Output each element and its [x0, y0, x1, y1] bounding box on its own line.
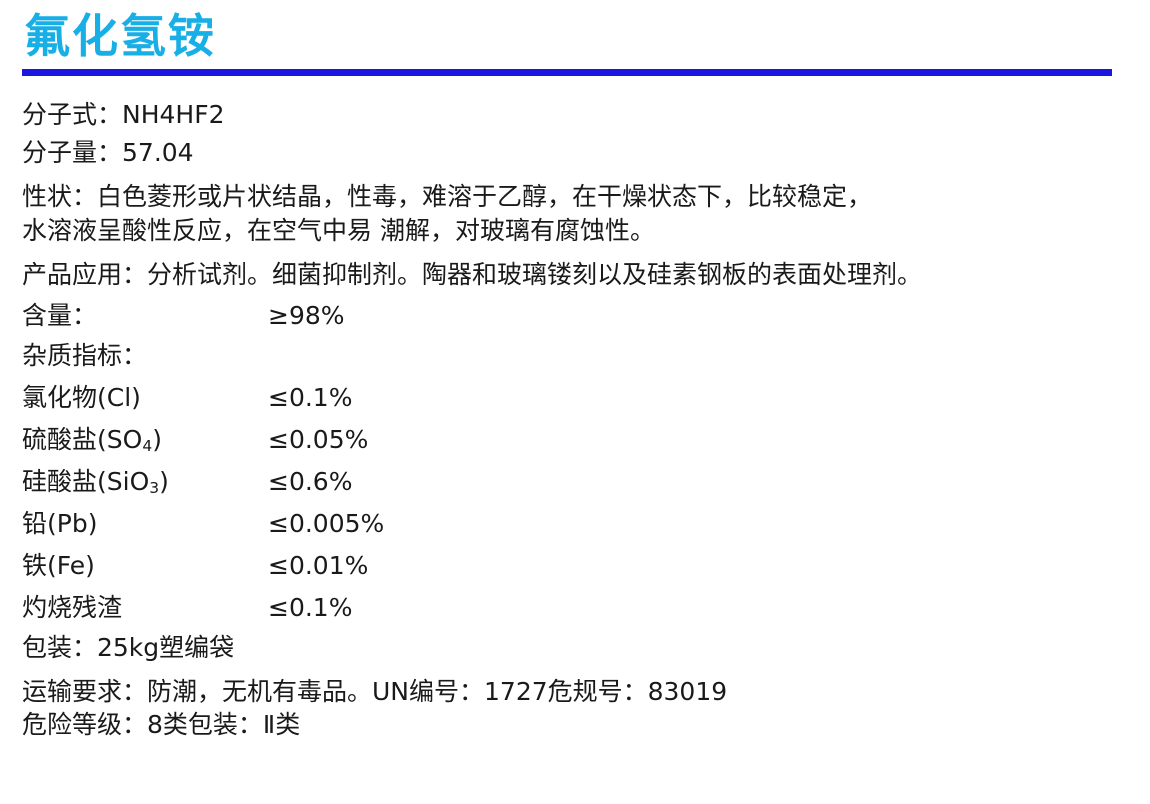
table-row: 氯化物(Cl) ≤0.1%	[22, 368, 1130, 410]
table-row: 铁(Fe) ≤0.01%	[22, 536, 1130, 578]
molecular-formula-value: NH4HF2	[122, 100, 225, 130]
assay-row: 含量： ≥98%	[22, 287, 1130, 328]
assay-value: ≥98%	[268, 300, 345, 330]
spec-body: 分子式：NH4HF2 分子量：57.04 性状：白色菱形或片状结晶，性毒，难溶于…	[22, 89, 1130, 737]
description-paragraph: 性状：白色菱形或片状结晶，性毒，难溶于乙醇，在干燥状态下，比较稳定， 水溶液呈酸…	[22, 165, 1130, 247]
impurity-name: 灼烧残渣	[22, 592, 123, 622]
impurity-name-subscript: 4	[142, 437, 153, 456]
impurities-heading: 杂质指标：	[22, 340, 148, 370]
description-line-2: 水溶液呈酸性反应，在空气中易 潮解，对玻璃有腐蚀性。	[22, 215, 655, 245]
impurity-value: ≤0.1%	[268, 592, 353, 622]
table-row: 硫酸盐(SO4) ≤0.05%	[22, 410, 1130, 456]
molecular-weight-label: 分子量：	[22, 138, 123, 168]
impurity-name-tail: )	[152, 424, 162, 454]
impurity-name: 铁(Fe)	[22, 550, 95, 580]
molecular-formula-line: 分子式：NH4HF2	[22, 89, 1130, 127]
impurity-value: ≤0.6%	[268, 466, 353, 496]
impurity-name-tail: )	[159, 466, 169, 496]
impurity-name-base: 硅酸盐(SiO	[22, 466, 150, 496]
description-line-1: 性状：白色菱形或片状结晶，性毒，难溶于乙醇，在干燥状态下，比较稳定，	[22, 182, 873, 212]
table-row: 灼烧残渣 ≤0.1%	[22, 578, 1130, 620]
impurity-name: 氯化物(Cl)	[22, 382, 141, 412]
impurity-name: 铅(Pb)	[22, 508, 98, 538]
molecular-weight-line: 分子量：57.04	[22, 127, 1130, 165]
transport-line: 运输要求：防潮，无机有毒品。UN编号：1727危规号：83019	[22, 676, 728, 706]
impurity-name: 硅酸盐(SiO3)	[22, 466, 268, 498]
molecular-weight-value: 57.04	[122, 138, 194, 168]
impurity-value: ≤0.05%	[268, 424, 369, 454]
table-row: 硅酸盐(SiO3) ≤0.6%	[22, 452, 1130, 498]
impurity-value: ≤0.005%	[268, 508, 385, 538]
impurity-value: ≤0.01%	[268, 550, 369, 580]
table-row: 铅(Pb) ≤0.005%	[22, 494, 1130, 536]
title-divider	[22, 69, 1112, 77]
impurity-value: ≤0.1%	[268, 382, 353, 412]
page-title: 氟化氢铵	[24, 9, 216, 63]
application-line: 产品应用：分析试剂。细菌抑制剂。陶器和玻璃镂刻以及硅素钢板的表面处理剂。	[22, 259, 923, 289]
hazard-class-line: 危险等级：8类包装：Ⅱ类	[22, 709, 301, 739]
assay-label: 含量：	[22, 300, 98, 330]
impurity-name-base: 硫酸盐(SO	[22, 424, 143, 454]
impurity-name: 硫酸盐(SO4)	[22, 424, 268, 456]
impurity-name-subscript: 3	[149, 479, 160, 498]
molecular-formula-label: 分子式：	[22, 100, 123, 130]
packaging-line: 包装：25kg塑编袋	[22, 632, 235, 662]
